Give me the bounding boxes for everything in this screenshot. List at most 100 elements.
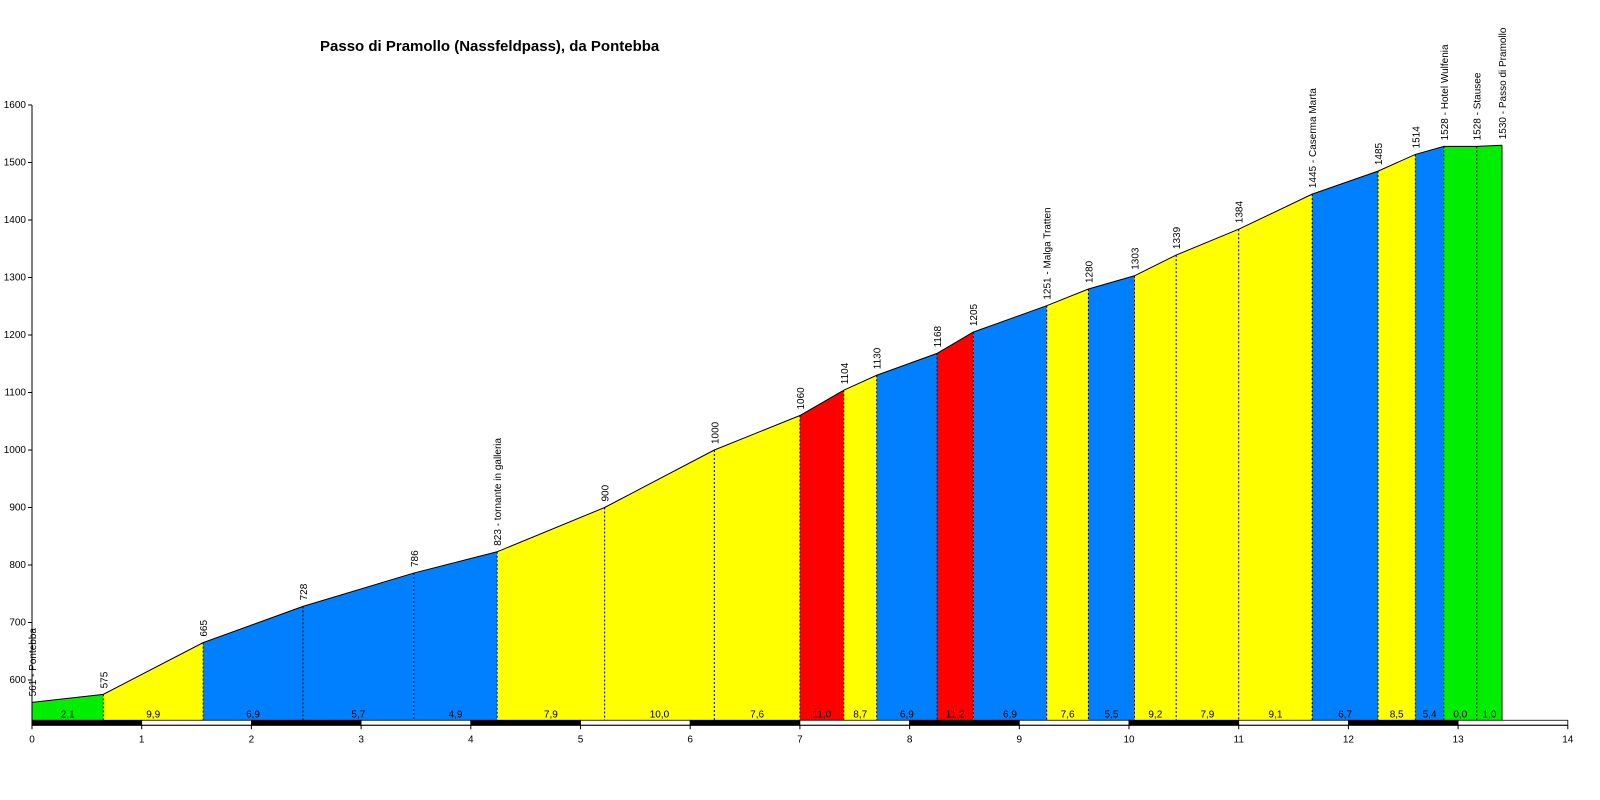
x-tick-label: 14: [1562, 734, 1574, 745]
km-bar-block: [799, 719, 911, 726]
x-tick-label: 3: [358, 734, 364, 745]
altitude-label: 1528 - Stausee: [1473, 72, 1484, 140]
gradient-label: 7,6: [1061, 709, 1075, 720]
km-bar-block: [689, 719, 801, 726]
segment-dividers: [102, 146, 1478, 721]
x-tick-label: 10: [1123, 734, 1135, 745]
altitude-label: 1280: [1084, 260, 1095, 283]
y-tick-label: 1000: [4, 445, 27, 456]
x-tick-label: 8: [907, 734, 913, 745]
km-bar-block: [909, 719, 1020, 726]
altitude-label: 1384: [1235, 201, 1246, 224]
profile-segment: [1238, 194, 1313, 721]
profile-segment: [714, 415, 800, 721]
profile-segment: [1476, 145, 1502, 721]
altitude-label: 1514: [1411, 126, 1422, 149]
profile-line: [31, 144, 1503, 703]
profile-segment: [843, 375, 877, 721]
profile-segment: [937, 332, 974, 721]
altitude-label: 1528 - Hotel Wulfenia: [1440, 44, 1451, 140]
profile-segment: [103, 642, 204, 721]
altitude-label: 1168: [933, 325, 944, 347]
x-tick-label: 7: [797, 734, 803, 745]
x-tick-label: 1: [139, 734, 145, 745]
gradient-label: 7,6: [750, 709, 764, 720]
altitude-label: 786: [410, 550, 421, 567]
x-tick-label: 6: [687, 734, 693, 745]
y-tick-label: 1400: [4, 215, 27, 226]
profile-segment: [1176, 229, 1239, 721]
km-bar-block: [31, 719, 143, 726]
km-bar-block: [1348, 719, 1459, 726]
profile-segment: [1088, 275, 1135, 721]
profile-segment: [1378, 154, 1416, 721]
altitude-labels: 561 - Pontebba 575 665 728 786 823 - tornante…: [28, 27, 1509, 696]
altitude-label: 1485: [1374, 142, 1385, 165]
gradient-label: 7,9: [544, 709, 558, 720]
altitude-label: 1205: [969, 303, 980, 326]
x-tick-label: 0: [29, 734, 35, 745]
y-tick-label: 1100: [4, 388, 26, 399]
gradient-label: 2,1: [61, 709, 75, 720]
altitude-label: 575: [99, 671, 110, 688]
altitude-label: 561 - Pontebba: [28, 628, 39, 697]
altitude-label: 1104: [840, 362, 851, 384]
profile-segment: [497, 507, 605, 721]
y-tick-label: 600: [9, 675, 26, 686]
altitude-label: 1339: [1172, 226, 1183, 249]
km-bar-block: [1238, 719, 1349, 726]
altitude-label: 1251 - Malga Tratten: [1043, 207, 1054, 299]
altitude-label: 900: [601, 484, 612, 501]
altitude-label: 1130: [873, 347, 884, 369]
profile-segment: [973, 305, 1047, 721]
gradient-label: 11,2: [946, 709, 965, 720]
gradient-label: 5,7: [351, 709, 365, 720]
gradient-labels: 2,1 9,9 6,9 5,7 4,9 7,9 10,0 7,6 11,0 8,7 6,9 11,2 6…: [61, 709, 1497, 720]
km-bar-block: [1457, 719, 1569, 726]
profile-outline: [31, 144, 1503, 721]
altitude-label: 1303: [1130, 247, 1141, 270]
y-tick-label: 1300: [4, 273, 27, 284]
y-tick-label: 700: [9, 618, 26, 629]
gradient-label: 6,7: [1338, 709, 1352, 720]
x-tick-label: 13: [1453, 734, 1465, 745]
y-tick-label: 1600: [4, 100, 27, 111]
gradient-label: 4,9: [448, 709, 462, 720]
gradient-label: 6,9: [900, 709, 914, 720]
gradient-label: 6,9: [1003, 709, 1017, 720]
profile-segment: [1443, 146, 1477, 721]
gradient-label: 9,2: [1148, 709, 1162, 720]
gradient-label: 0,0: [1453, 709, 1467, 720]
gradient-label: 6,9: [246, 709, 260, 720]
profile-segment: [302, 573, 414, 721]
gradient-label: 9,9: [146, 709, 160, 720]
altitude-label: 1060: [796, 387, 807, 410]
km-bar-block: [250, 719, 362, 726]
y-tick-label: 900: [9, 503, 26, 514]
y-tick-label: 800: [9, 560, 26, 571]
gradient-label: 11,0: [812, 709, 831, 720]
gradient-label: 1,0: [1482, 709, 1496, 720]
profile-segment: [1046, 289, 1089, 721]
x-tick-label: 12: [1343, 734, 1355, 745]
altitude-label: 1445 - Caserma Marta: [1308, 88, 1319, 188]
y-tick-label: 1200: [4, 330, 27, 341]
profile-segment: [876, 353, 938, 721]
profile-segment: [1134, 255, 1177, 721]
profile-segment: [1312, 171, 1379, 721]
x-tick-label: 2: [249, 734, 255, 745]
profile-segment: [413, 551, 498, 721]
profile-segment: [604, 450, 715, 721]
gradient-label: 9,1: [1268, 709, 1282, 720]
gradient-label: 5,5: [1104, 709, 1118, 720]
gradient-label: 5,4: [1423, 709, 1437, 720]
x-tick-label: 11: [1234, 734, 1245, 745]
x-tick-label: 9: [1017, 734, 1023, 745]
chart-title: Passo di Pramollo (Nassfeldpass), da Pon…: [320, 38, 660, 55]
km-bar-block: [360, 719, 472, 726]
gradient-label: 10,0: [650, 709, 670, 720]
profile-segment: [203, 606, 303, 721]
gradient-label: 8,5: [1390, 709, 1404, 720]
altitude-label: 823 - tornante in galleria: [493, 437, 504, 545]
